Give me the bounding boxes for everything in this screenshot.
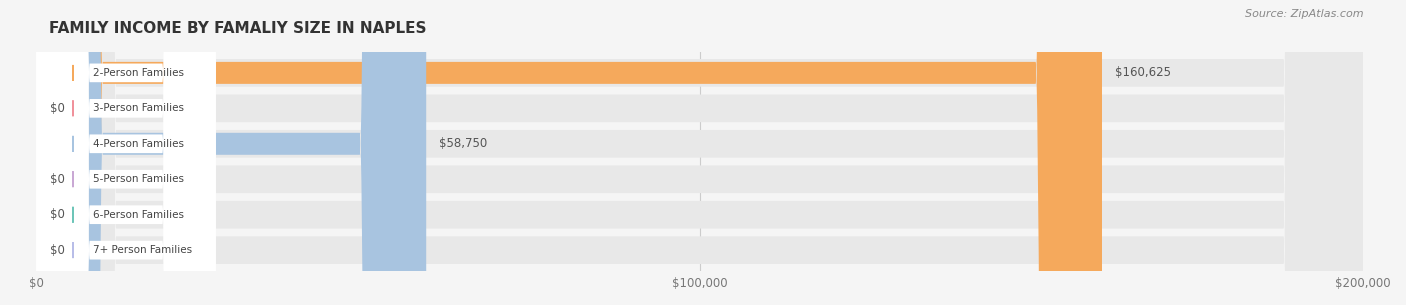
Text: 6-Person Families: 6-Person Families	[93, 210, 184, 220]
Text: 5-Person Families: 5-Person Families	[93, 174, 184, 184]
FancyBboxPatch shape	[37, 0, 1364, 305]
Text: FAMILY INCOME BY FAMALIY SIZE IN NAPLES: FAMILY INCOME BY FAMALIY SIZE IN NAPLES	[49, 21, 426, 36]
FancyBboxPatch shape	[37, 0, 215, 305]
Text: $0: $0	[49, 208, 65, 221]
Text: $0: $0	[49, 173, 65, 186]
Text: $58,750: $58,750	[440, 137, 488, 150]
FancyBboxPatch shape	[37, 0, 215, 305]
FancyBboxPatch shape	[37, 0, 1364, 305]
Text: 7+ Person Families: 7+ Person Families	[93, 245, 193, 255]
Text: 4-Person Families: 4-Person Families	[93, 139, 184, 149]
Text: 3-Person Families: 3-Person Families	[93, 103, 184, 113]
FancyBboxPatch shape	[37, 0, 215, 305]
Text: 2-Person Families: 2-Person Families	[93, 68, 184, 78]
FancyBboxPatch shape	[37, 0, 215, 305]
Text: $0: $0	[49, 244, 65, 257]
FancyBboxPatch shape	[37, 0, 1364, 305]
FancyBboxPatch shape	[37, 0, 215, 305]
FancyBboxPatch shape	[37, 0, 1102, 305]
Text: $0: $0	[49, 102, 65, 115]
FancyBboxPatch shape	[37, 0, 1364, 305]
Text: Source: ZipAtlas.com: Source: ZipAtlas.com	[1246, 9, 1364, 19]
Text: $160,625: $160,625	[1115, 66, 1171, 79]
FancyBboxPatch shape	[37, 0, 1364, 305]
FancyBboxPatch shape	[37, 0, 1364, 305]
FancyBboxPatch shape	[37, 0, 215, 305]
FancyBboxPatch shape	[37, 0, 426, 305]
